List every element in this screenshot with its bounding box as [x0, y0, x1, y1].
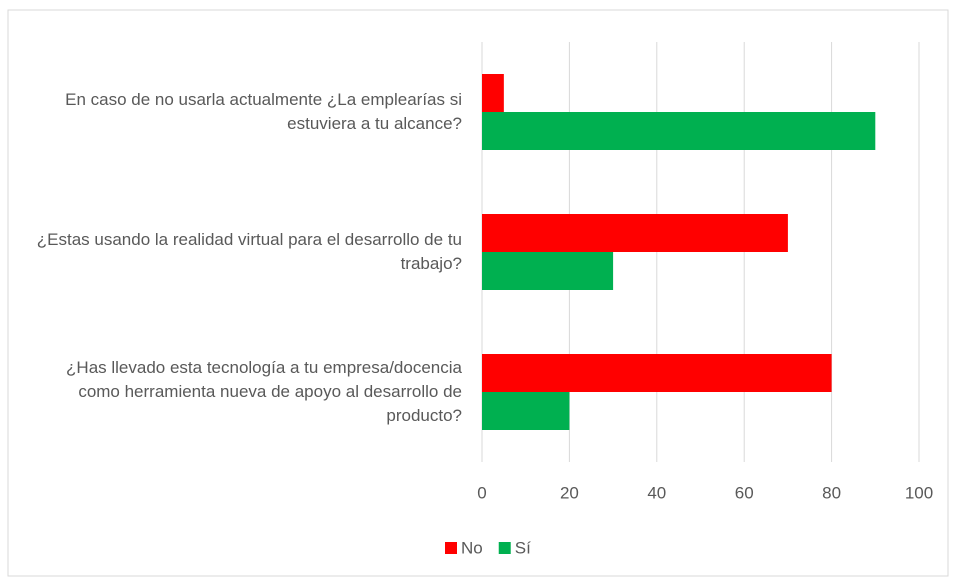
- x-tick-label: 100: [905, 483, 933, 502]
- x-tick-label: 40: [647, 483, 666, 502]
- x-tick-label: 0: [477, 483, 486, 502]
- x-tick-label: 20: [560, 483, 579, 502]
- category-label: En caso de no usarla actualmente ¿La emp…: [65, 90, 462, 133]
- bar: [482, 354, 832, 392]
- bar: [482, 392, 570, 430]
- bar: [482, 112, 876, 150]
- x-tick-label: 80: [822, 483, 841, 502]
- bar: [482, 214, 788, 252]
- bar: [482, 252, 614, 290]
- chart-border: [7, 9, 949, 577]
- legend-swatch: [445, 542, 457, 554]
- category-label: ¿Estas usando la realidad virtual para e…: [36, 230, 462, 273]
- x-tick-label: 60: [735, 483, 754, 502]
- legend-label: Sí: [515, 538, 531, 557]
- bar: [482, 74, 504, 112]
- legend-swatch: [498, 542, 511, 554]
- category-label: ¿Has llevado esta tecnología a tu empres…: [66, 358, 462, 425]
- legend-label: No: [461, 538, 483, 557]
